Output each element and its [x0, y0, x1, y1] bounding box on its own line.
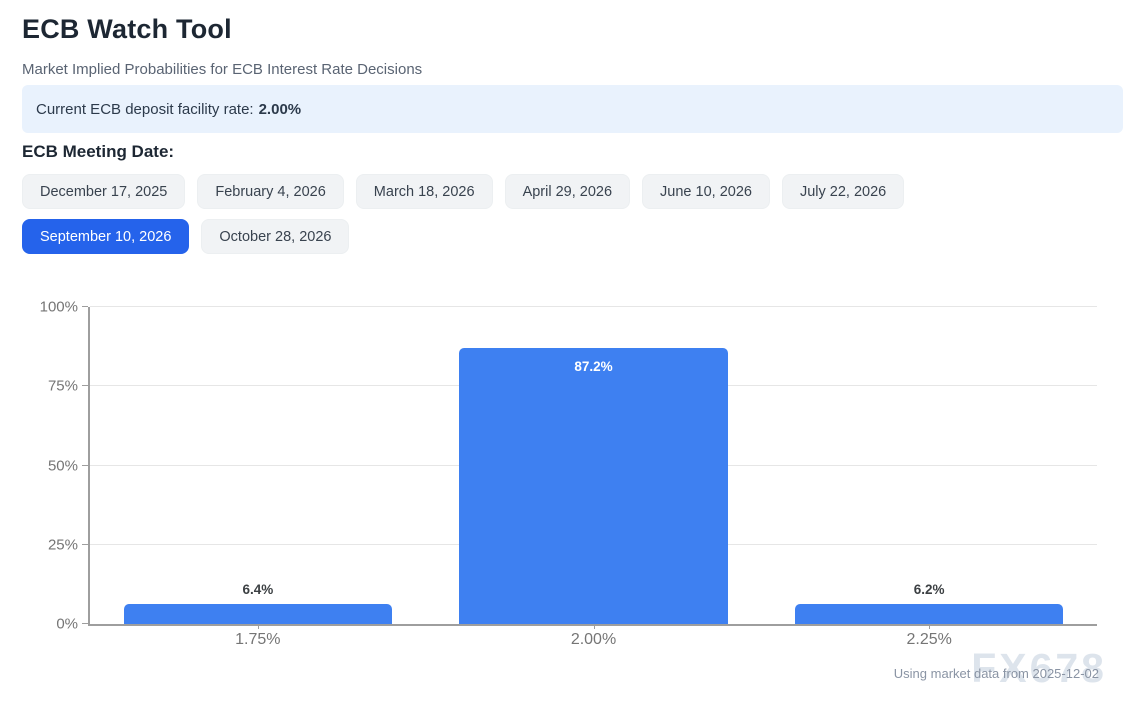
page-title: ECB Watch Tool — [22, 14, 232, 44]
y-axis-label: 0% — [56, 615, 78, 633]
meeting-date-button[interactable]: September 10, 2026 — [22, 219, 190, 254]
page-subtitle: Market Implied Probabilities for ECB Int… — [22, 61, 423, 78]
gridline — [90, 306, 1097, 307]
meeting-date-button[interactable]: October 28, 2026 — [201, 219, 350, 254]
y-axis-label: 75% — [47, 377, 78, 395]
meeting-date-button[interactable]: July 22, 2026 — [781, 174, 905, 209]
x-axis-label: 2.00% — [570, 631, 617, 648]
y-axis-tick — [82, 306, 88, 307]
chart-plot-area: 0% 25% 50% 75% 100% 6.4% 1.75% 87.2% 2.00% 6.2% 2.… — [40, 299, 1097, 648]
bar-value-label: 6.2% — [913, 582, 945, 598]
y-axis-tick — [82, 385, 88, 387]
fx678-watermark: FX678 — [971, 645, 1107, 691]
y-axis-tick — [82, 623, 88, 624]
probability-chart: 0% 25% 50% 75% 100% 6.4% 1.75% 87.2% 2.00% 6.2% 2.… — [0, 299, 1123, 656]
meeting-date-list: December 17, 2025 February 4, 2026 March 1… — [22, 174, 1042, 254]
meeting-date-button[interactable]: March 18, 2026 — [355, 174, 493, 209]
current-rate-value: 2.00% — [258, 100, 302, 118]
x-axis-label: 1.75% — [235, 631, 281, 648]
meeting-date-button[interactable]: February 4, 2026 — [197, 174, 344, 209]
current-rate-banner: Current ECB deposit facility rate: 2.00% — [22, 85, 1123, 133]
bar-value-label: 87.2% — [574, 358, 613, 374]
bar-value-label: 6.4% — [242, 581, 274, 597]
probability-bar[interactable] — [459, 347, 728, 624]
y-axis-label: 100% — [39, 298, 78, 316]
x-axis-tick — [929, 624, 931, 629]
probability-bar[interactable] — [123, 603, 393, 624]
meeting-date-button[interactable]: April 29, 2026 — [504, 174, 631, 209]
x-axis-tick — [257, 624, 259, 629]
current-rate-label: Current ECB deposit facility rate: — [36, 100, 254, 118]
x-axis-label: 2.25% — [906, 631, 952, 648]
meeting-date-button[interactable]: December 17, 2025 — [22, 174, 186, 209]
meeting-date-heading: ECB Meeting Date: — [22, 142, 175, 161]
x-axis-tick — [593, 624, 595, 629]
y-axis-label: 50% — [47, 457, 78, 474]
probability-bar[interactable] — [794, 604, 1064, 624]
y-axis-tick — [82, 464, 88, 466]
market-data-note: Using market data from 2025-12-02 — [893, 666, 1099, 681]
meeting-date-button[interactable]: June 10, 2026 — [642, 174, 770, 209]
y-axis-tick — [82, 543, 88, 545]
y-axis-label: 25% — [47, 536, 78, 554]
